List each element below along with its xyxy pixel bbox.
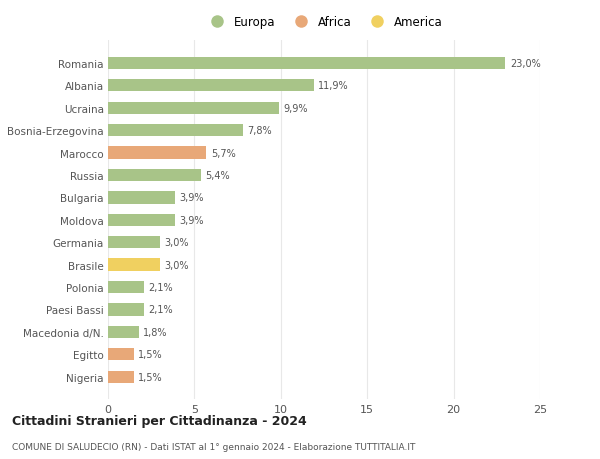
Bar [108, 281, 144, 294]
Text: 9,9%: 9,9% [283, 103, 308, 113]
Text: 11,9%: 11,9% [318, 81, 349, 91]
Bar [108, 348, 134, 361]
Text: 3,0%: 3,0% [164, 238, 188, 248]
Text: 5,4%: 5,4% [206, 171, 230, 180]
Bar [108, 259, 160, 271]
Text: Cittadini Stranieri per Cittadinanza - 2024: Cittadini Stranieri per Cittadinanza - 2… [12, 414, 307, 428]
Text: 3,9%: 3,9% [180, 193, 204, 203]
Bar [108, 80, 314, 92]
Bar [108, 57, 505, 70]
Bar [108, 304, 144, 316]
Bar [108, 236, 160, 249]
Text: COMUNE DI SALUDECIO (RN) - Dati ISTAT al 1° gennaio 2024 - Elaborazione TUTTITAL: COMUNE DI SALUDECIO (RN) - Dati ISTAT al… [12, 442, 415, 451]
Bar [108, 125, 243, 137]
Text: 3,0%: 3,0% [164, 260, 188, 270]
Text: 1,5%: 1,5% [138, 350, 163, 359]
Bar [108, 192, 175, 204]
Text: 2,1%: 2,1% [149, 282, 173, 292]
Bar [108, 102, 279, 115]
Bar [108, 371, 134, 383]
Text: 7,8%: 7,8% [247, 126, 272, 136]
Text: 5,7%: 5,7% [211, 148, 236, 158]
Bar [108, 326, 139, 338]
Bar [108, 169, 202, 182]
Bar [108, 147, 206, 159]
Text: 1,5%: 1,5% [138, 372, 163, 382]
Text: 2,1%: 2,1% [149, 305, 173, 315]
Legend: Europa, Africa, America: Europa, Africa, America [200, 11, 448, 34]
Bar [108, 214, 175, 226]
Text: 23,0%: 23,0% [510, 59, 541, 69]
Text: 3,9%: 3,9% [180, 215, 204, 225]
Text: 1,8%: 1,8% [143, 327, 168, 337]
